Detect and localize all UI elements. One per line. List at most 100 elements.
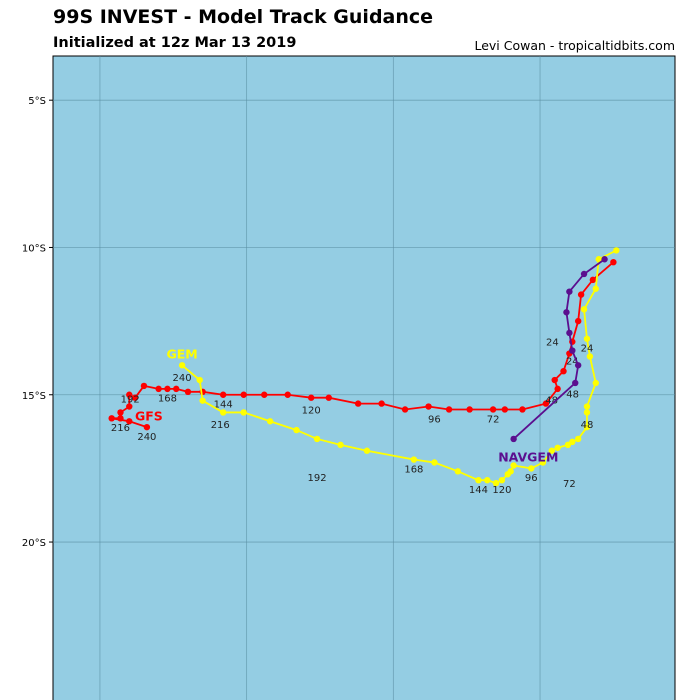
gem-track-point [539, 459, 547, 466]
latitude-tick-label: 5°S [28, 96, 46, 107]
gem-track-point [583, 403, 591, 410]
gfs-track-point [489, 406, 497, 413]
gem-track-point [583, 423, 591, 431]
gem-track-point [219, 409, 227, 416]
gem-track-point [595, 256, 602, 263]
gfs-hour-label: 144 [214, 400, 233, 411]
navgem-track-point [563, 309, 570, 316]
gfs-track-point [184, 388, 192, 396]
gem-track-point [510, 462, 517, 469]
gem-track-point [475, 476, 482, 484]
navgem-track-point [566, 288, 573, 295]
gfs-track-point [501, 406, 509, 413]
gem-track-point [240, 409, 247, 416]
latitude-tick-label: 20°S [22, 538, 46, 549]
gfs-track-point [126, 391, 133, 398]
gem-track-point [580, 306, 588, 313]
gem-hour-label: 216 [211, 420, 230, 431]
gfs-track-point [519, 406, 526, 413]
gfs-track-point [240, 391, 247, 398]
gem-track-point [548, 447, 555, 454]
gem-track-point [554, 444, 561, 451]
gfs-track-point [284, 391, 291, 398]
gem-track-point [196, 376, 203, 384]
gfs-track-point [143, 423, 151, 431]
gem-track-point [492, 479, 500, 487]
gem-track-point [266, 418, 274, 425]
gfs-track-point [560, 367, 567, 375]
gfs-track-point [551, 376, 558, 384]
navgem-model-label: NAVGEM [498, 450, 558, 465]
gfs-track-point [554, 385, 561, 393]
gem-track-point [199, 397, 206, 404]
gfs-track-point [131, 394, 139, 401]
gfs-hour-label: 192 [121, 395, 140, 406]
gem-hour-label: 24 [581, 344, 594, 355]
gfs-track-point [126, 418, 133, 425]
gfs-track-point [307, 394, 315, 401]
navgem-track-point [572, 379, 579, 387]
gfs-track-point [574, 317, 582, 325]
gem-track-point [586, 353, 594, 360]
gem-hour-label: 240 [173, 373, 192, 384]
chart-title: 99S INVEST - Model Track Guidance [53, 6, 434, 28]
gem-hour-label: 120 [492, 485, 511, 496]
gfs-track-point [354, 400, 362, 407]
gfs-track-point [325, 394, 332, 401]
gfs-track-point [425, 403, 432, 410]
navgem-track-point [574, 362, 582, 369]
gem-track-point [454, 468, 462, 475]
chart-subtitle: Initialized at 12z Mar 13 2019 [53, 35, 297, 51]
gfs-track-point [117, 415, 124, 422]
gfs-hour-label: 48 [545, 396, 558, 407]
gfs-track-point [140, 382, 148, 390]
gem-track-point [583, 409, 591, 416]
gem-track-point [528, 465, 535, 472]
gem-track-point [293, 426, 300, 434]
gfs-hour-label: 24 [566, 357, 579, 368]
gfs-track-point [378, 400, 385, 407]
gem-track-point [363, 447, 371, 454]
navgem-track-point [566, 329, 573, 337]
latitude-tick-label: 15°S [22, 391, 46, 402]
gem-track-point [410, 456, 418, 463]
ocean-background [52, 55, 676, 700]
gfs-model-label: GFS [135, 408, 163, 423]
gfs-track-point [219, 391, 227, 398]
gem-track-point [574, 435, 582, 443]
gem-track-point [337, 441, 344, 449]
gfs-hour-label: 216 [111, 423, 130, 434]
navgem-track-point [601, 256, 608, 263]
gfs-track-point [126, 403, 133, 410]
gfs-track-point [261, 391, 268, 398]
credit-text: Levi Cowan - tropicaltidbits.com [474, 38, 675, 53]
gem-track-point [564, 441, 572, 449]
gem-track-point [613, 247, 620, 254]
gfs-track-point [108, 415, 115, 422]
gfs-hour-label: 120 [302, 405, 321, 416]
latitude-tick-label: 10°S [22, 243, 46, 254]
navgem-hour-label: 24 [546, 338, 559, 349]
gfs-hour-label: 96 [428, 414, 441, 425]
gfs-track-point [542, 400, 550, 407]
gem-hour-label: 192 [308, 473, 327, 484]
gfs-hour-label: 240 [137, 432, 156, 443]
gem-track-point [592, 379, 599, 387]
gfs-hour-label: 168 [158, 394, 177, 405]
gfs-track-point [466, 406, 473, 413]
gfs-track-point [117, 409, 124, 416]
gfs-track-point [445, 406, 453, 413]
gfs-track-point [155, 385, 162, 393]
gfs-track-point [401, 406, 409, 413]
gem-track-point [504, 471, 511, 478]
gem-hour-label: 168 [404, 464, 423, 475]
gfs-track-point [173, 385, 180, 393]
gem-track-point [178, 362, 186, 369]
navgem-track-point [510, 435, 517, 443]
gem-hour-label: 96 [525, 473, 538, 484]
navgem-track-point [580, 270, 588, 278]
gem-track-point [583, 335, 591, 342]
gem-track-point [484, 476, 491, 484]
navgem-track-point [569, 347, 576, 354]
